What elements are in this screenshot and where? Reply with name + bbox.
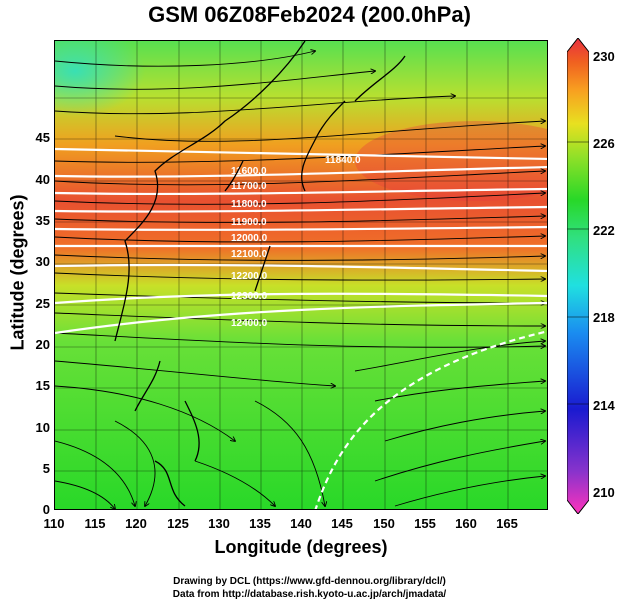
y-tick-label: 35 [35, 213, 50, 228]
contour-label: 12300.0 [231, 291, 268, 302]
colorbar-tick-label: 230 [593, 49, 615, 64]
x-tick-label: 115 [84, 516, 106, 531]
colorbar-tick-label: 222 [593, 223, 615, 238]
x-tick-label: 165 [496, 516, 518, 531]
x-tick-label: 135 [249, 516, 271, 531]
y-tick-label: 5 [42, 461, 50, 476]
graticule [55, 41, 547, 509]
x-tick-label: 145 [331, 516, 353, 531]
map-plot-area: 11700.0 11800.0 11900.0 12000.0 12100.0 … [54, 40, 548, 510]
colorbar-tick-label: 214 [593, 398, 615, 413]
contour-label: 11840.0 [325, 155, 361, 166]
colorbar-tick-label: 226 [593, 136, 615, 151]
map-canvas: 11700.0 11800.0 11900.0 12000.0 12100.0 … [55, 41, 547, 509]
credit-data-source: Data from http://database.rish.kyoto-u.a… [172, 589, 447, 600]
colorbar-tick-label: 210 [593, 485, 615, 500]
x-tick-label: 110 [43, 516, 65, 531]
contour-label: 12000.0 [231, 233, 268, 244]
colorbar [567, 38, 589, 514]
coastlines [114, 41, 406, 507]
y-tick-label: 45 [35, 130, 50, 145]
y-tick-label: 0 [42, 502, 50, 517]
x-axis-label: Longitude (degrees) [214, 537, 388, 557]
contour-label: 12400.0 [231, 318, 268, 329]
contour-label: 12100.0 [231, 249, 268, 260]
contour-label: 12200.0 [231, 271, 268, 282]
y-axis-label: Latitude (degrees) [7, 194, 28, 351]
colorbar-scale [567, 38, 589, 514]
cool-patch [55, 41, 145, 116]
y-tick-label: 10 [35, 420, 50, 435]
contour-label: 11600.0 [231, 166, 267, 177]
y-tick-label: 25 [35, 296, 50, 311]
x-tick-label: 125 [167, 516, 189, 531]
streamlines [55, 51, 545, 509]
height-contours [55, 147, 547, 509]
chart-title: GSM 06Z08Feb2024 (200.0hPa) [148, 2, 471, 27]
y-tick-label: 20 [35, 337, 50, 352]
x-tick-label: 120 [125, 516, 147, 531]
contour-label: 11800.0 [231, 199, 267, 210]
y-tick-label: 30 [35, 254, 50, 269]
x-tick-label: 140 [290, 516, 312, 531]
y-tick-label: 40 [35, 172, 50, 187]
x-tick-label: 160 [455, 516, 477, 531]
x-tick-label: 155 [414, 516, 436, 531]
credit-drawing: Drawing by DCL (https://www.gfd-dennou.o… [173, 576, 446, 587]
contour-label: 11900.0 [231, 217, 267, 228]
x-tick-label: 150 [373, 516, 395, 531]
x-tick-label: 130 [208, 516, 230, 531]
contour-labels: 11700.0 11800.0 11900.0 12000.0 12100.0 … [231, 155, 361, 329]
y-tick-label: 15 [35, 378, 50, 393]
colorbar-tick-label: 218 [593, 310, 615, 325]
contour-label: 11700.0 [231, 181, 267, 192]
